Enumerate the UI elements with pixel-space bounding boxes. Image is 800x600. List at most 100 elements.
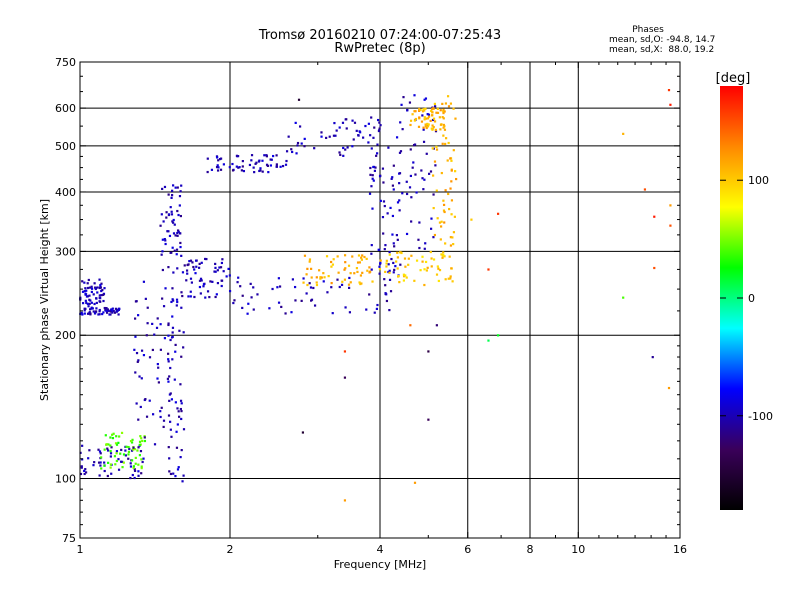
data-point xyxy=(440,253,443,256)
data-point xyxy=(199,277,203,280)
data-point xyxy=(436,107,439,110)
data-point xyxy=(185,279,188,282)
data-point xyxy=(168,234,172,238)
data-point xyxy=(313,147,316,150)
data-point xyxy=(424,107,427,110)
data-point xyxy=(397,275,400,278)
data-point xyxy=(179,245,182,249)
colorbar-tick-label: -100 xyxy=(748,410,773,423)
data-point xyxy=(185,269,189,272)
data-point xyxy=(121,466,124,469)
data-point xyxy=(111,311,114,314)
data-point xyxy=(129,440,133,443)
data-point xyxy=(120,448,123,452)
data-point xyxy=(438,221,442,224)
data-point xyxy=(167,322,170,325)
chart-subtitle: RwPretec (8p) xyxy=(334,41,425,56)
data-point xyxy=(269,164,273,167)
data-point xyxy=(175,298,179,301)
data-point xyxy=(357,254,361,257)
data-point xyxy=(410,196,413,199)
data-point xyxy=(139,405,142,409)
data-point xyxy=(110,472,113,475)
data-point xyxy=(102,311,105,314)
data-point xyxy=(109,450,112,453)
data-point xyxy=(452,107,455,110)
data-point xyxy=(117,441,120,444)
data-point xyxy=(669,224,672,227)
data-point xyxy=(347,264,351,267)
data-point xyxy=(174,401,177,404)
data-point xyxy=(435,111,438,114)
data-point xyxy=(109,436,112,439)
data-point xyxy=(308,282,311,285)
data-point xyxy=(417,125,421,128)
data-point xyxy=(336,255,339,258)
data-point xyxy=(83,469,86,473)
data-point xyxy=(179,383,182,386)
data-point xyxy=(421,260,424,263)
data-point xyxy=(120,431,124,434)
data-point xyxy=(266,164,269,167)
data-point xyxy=(268,307,271,310)
data-point xyxy=(172,218,175,222)
data-point xyxy=(392,188,395,191)
data-point xyxy=(198,285,202,289)
data-point xyxy=(390,177,393,180)
data-point xyxy=(442,253,445,257)
data-point xyxy=(83,281,86,284)
data-point xyxy=(175,248,179,251)
data-point xyxy=(181,294,184,298)
data-point xyxy=(215,165,219,169)
data-point xyxy=(347,283,351,286)
data-point xyxy=(345,118,348,121)
data-point xyxy=(405,192,409,196)
data-point xyxy=(180,449,183,452)
data-point xyxy=(343,254,347,257)
data-point xyxy=(100,289,103,293)
data-point xyxy=(90,287,94,290)
data-point xyxy=(425,152,428,155)
data-point xyxy=(355,267,359,270)
data-point xyxy=(102,299,105,303)
data-point xyxy=(155,326,159,329)
data-point xyxy=(449,102,453,105)
data-point xyxy=(148,356,152,359)
data-point xyxy=(86,302,89,305)
data-point xyxy=(394,265,397,268)
data-point xyxy=(440,220,443,223)
data-point xyxy=(392,164,395,167)
data-point xyxy=(167,334,170,337)
data-point xyxy=(414,110,417,113)
data-point xyxy=(167,360,170,363)
data-point xyxy=(351,255,354,258)
data-point xyxy=(344,261,347,264)
data-point xyxy=(219,168,223,171)
data-point xyxy=(396,238,399,241)
data-point xyxy=(425,126,428,130)
data-point xyxy=(442,108,445,111)
data-point xyxy=(176,229,180,232)
data-point xyxy=(140,437,143,440)
data-point xyxy=(136,449,139,452)
data-point xyxy=(179,407,182,411)
data-point xyxy=(330,286,333,289)
data-point xyxy=(431,114,434,117)
data-point xyxy=(310,276,313,279)
data-point xyxy=(448,255,451,258)
data-point xyxy=(139,435,142,438)
data-point xyxy=(151,348,154,352)
data-point xyxy=(322,280,325,283)
data-point xyxy=(450,213,453,216)
data-point xyxy=(432,125,435,129)
data-point xyxy=(161,187,164,191)
data-point xyxy=(115,452,118,455)
data-point xyxy=(140,472,143,475)
data-point xyxy=(327,274,330,278)
data-point xyxy=(216,164,219,167)
data-point xyxy=(450,159,453,162)
data-point xyxy=(112,432,115,435)
data-point xyxy=(470,218,473,221)
data-point xyxy=(177,230,180,233)
y-tick-label: 200 xyxy=(55,329,76,342)
